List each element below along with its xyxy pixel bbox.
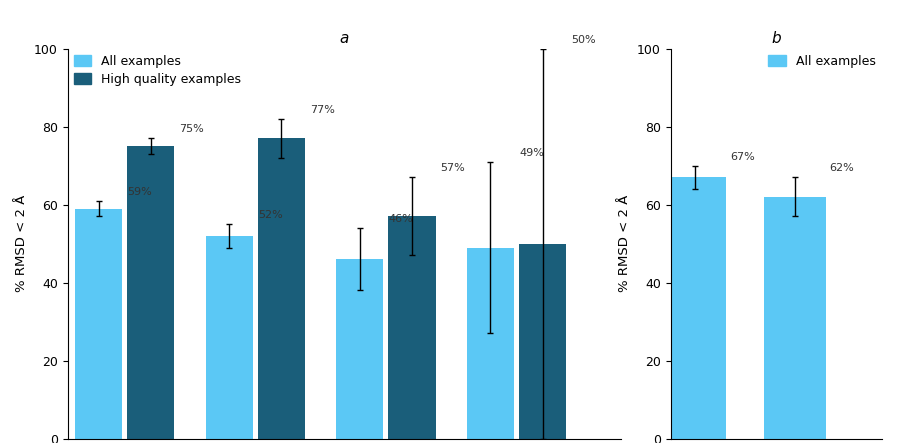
Text: 49%: 49% — [519, 148, 544, 158]
Bar — [75, 209, 122, 439]
Text: 52%: 52% — [257, 210, 283, 220]
Text: 59%: 59% — [127, 187, 152, 197]
Text: 77%: 77% — [310, 105, 335, 115]
Text: 62%: 62% — [830, 163, 854, 174]
Y-axis label: % RMSD < 2 Å: % RMSD < 2 Å — [15, 195, 28, 292]
Bar — [664, 177, 726, 439]
Title: b: b — [771, 31, 781, 46]
Bar — [389, 216, 436, 439]
Bar — [467, 248, 514, 439]
Text: 75%: 75% — [179, 124, 204, 135]
Title: a: a — [339, 31, 349, 46]
Bar — [764, 197, 826, 439]
Bar — [127, 146, 175, 439]
Bar — [337, 259, 383, 439]
Legend: All examples, High quality examples: All examples, High quality examples — [74, 55, 241, 86]
Bar — [205, 236, 253, 439]
Legend: All examples: All examples — [769, 55, 876, 68]
Y-axis label: % RMSD < 2 Å: % RMSD < 2 Å — [618, 195, 631, 292]
Text: 67%: 67% — [730, 152, 755, 162]
Text: 57%: 57% — [441, 163, 465, 174]
Bar — [519, 244, 566, 439]
Text: 50%: 50% — [572, 35, 596, 45]
Bar — [257, 138, 305, 439]
Text: 46%: 46% — [389, 214, 413, 224]
